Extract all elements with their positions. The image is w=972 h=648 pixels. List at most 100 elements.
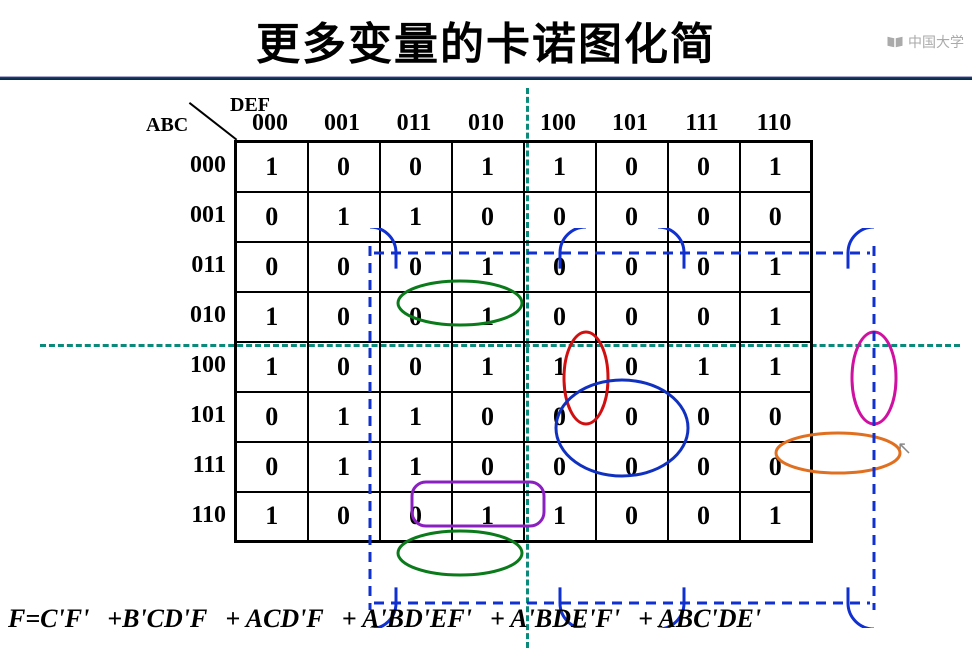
kmap-cell: 0: [596, 342, 668, 392]
kmap-cell: 1: [380, 442, 452, 492]
row-header: 010: [178, 290, 226, 340]
blue-dash-arc: [848, 228, 874, 269]
kmap-cell: 0: [380, 242, 452, 292]
col-header: 001: [306, 110, 378, 137]
kmap-cell: 1: [452, 242, 524, 292]
equation-term: F=C'F': [8, 604, 89, 634]
kmap-cell: 0: [380, 292, 452, 342]
kmap-cell: 0: [596, 242, 668, 292]
row-header: 101: [178, 390, 226, 440]
kmap-cell: 0: [452, 192, 524, 242]
blue-dash-arc: [848, 587, 874, 628]
kmap-cell: 1: [668, 342, 740, 392]
kmap-cell: 0: [668, 192, 740, 242]
kmap-cell: 0: [236, 392, 308, 442]
col-header: 101: [594, 110, 666, 137]
col-header: 110: [738, 110, 810, 137]
kmap-cell: 1: [452, 492, 524, 542]
kmap-cell: 0: [668, 442, 740, 492]
kmap-cell: 0: [236, 192, 308, 242]
kmap-cell: 0: [380, 342, 452, 392]
watermark-text: 中国大学: [908, 32, 964, 52]
equation-term: +B'CD'F: [107, 604, 207, 634]
kmap-cell: 1: [236, 492, 308, 542]
kmap-cell: 1: [452, 342, 524, 392]
kmap-cell: 0: [308, 292, 380, 342]
watermark: 中国大学: [886, 32, 964, 52]
kmap-cell: 1: [308, 192, 380, 242]
kmap-cell: 0: [308, 342, 380, 392]
row-headers: 000001011010100101111110: [178, 140, 226, 540]
row-header: 000: [178, 140, 226, 190]
col-header: 000: [234, 110, 306, 137]
cursor-icon: ↖: [897, 438, 912, 459]
kmap-cell: 0: [308, 142, 380, 192]
row-header: 011: [178, 240, 226, 290]
col-header: 010: [450, 110, 522, 137]
kmap-cell: 1: [236, 292, 308, 342]
col-header: 011: [378, 110, 450, 137]
kmap-cell: 1: [236, 142, 308, 192]
kmap-grid: 1001100101100000000100011001000110011011…: [234, 140, 813, 543]
equation-term: + ABC'DE': [638, 604, 761, 634]
equation: F=C'F' +B'CD'F + ACD'F + A'BD'EF' + A'BDE'F'…: [8, 604, 761, 634]
kmap-cell: 0: [596, 392, 668, 442]
kmap-cell: 0: [668, 292, 740, 342]
kmap-cell: 0: [596, 192, 668, 242]
kmap-cell: 0: [596, 292, 668, 342]
page-title: 更多变量的卡诺图化简: [0, 8, 972, 72]
kmap-cell: 1: [380, 392, 452, 442]
col-header: 111: [666, 110, 738, 137]
kmap-cell: 0: [668, 392, 740, 442]
kmap-cell: 0: [596, 492, 668, 542]
kmap-cell: 0: [452, 442, 524, 492]
book-icon: [886, 35, 904, 49]
kmap-cell: 1: [740, 342, 812, 392]
kmap-cell: 0: [668, 142, 740, 192]
kmap-cell: 0: [524, 292, 596, 342]
kmap-cell: 0: [308, 242, 380, 292]
kmap-cell: 0: [236, 442, 308, 492]
row-header: 110: [178, 490, 226, 540]
kmap-cell: 1: [380, 192, 452, 242]
kmap-cell: 0: [308, 492, 380, 542]
kmap-cell: 0: [524, 442, 596, 492]
kmap-cell: 0: [740, 442, 812, 492]
kmap-cell: 1: [524, 492, 596, 542]
kmap-cell: 0: [740, 192, 812, 242]
kmap-cell: 0: [668, 242, 740, 292]
kmap-cell: 0: [524, 242, 596, 292]
kmap-cell: 1: [740, 292, 812, 342]
kmap-cell: 0: [740, 392, 812, 442]
equation-term: + A'BD'EF': [342, 604, 472, 634]
kmap-cell: 0: [380, 492, 452, 542]
kmap-cell: 0: [668, 492, 740, 542]
kmap-cell: 0: [596, 442, 668, 492]
kmap-cell: 1: [452, 142, 524, 192]
kmap-cell: 1: [452, 292, 524, 342]
header-rule: [0, 76, 972, 80]
kmap-cell: 0: [524, 392, 596, 442]
kmap-cell: 1: [236, 342, 308, 392]
kmap-cell: 1: [524, 142, 596, 192]
kmap-cell: 0: [524, 192, 596, 242]
kmap-cell: 0: [596, 142, 668, 192]
kmap-cell: 0: [236, 242, 308, 292]
kmap-cell: 1: [308, 442, 380, 492]
kmap-cell: 1: [740, 142, 812, 192]
axis-label-rows: ABC: [146, 114, 188, 137]
kmap-cell: 1: [740, 492, 812, 542]
equation-term: + ACD'F: [225, 604, 323, 634]
row-header: 001: [178, 190, 226, 240]
kmap-cell: 0: [380, 142, 452, 192]
kmap-cell: 1: [740, 242, 812, 292]
axis-diagonal: [190, 102, 236, 140]
kmap-cell: 0: [452, 392, 524, 442]
kmap-cell: 1: [524, 342, 596, 392]
equation-term: + A'BDE'F': [490, 604, 620, 634]
row-header: 100: [178, 340, 226, 390]
col-headers: 000001011010100101111110: [234, 110, 810, 137]
col-header: 100: [522, 110, 594, 137]
kmap-cell: 1: [308, 392, 380, 442]
row-header: 111: [178, 440, 226, 490]
